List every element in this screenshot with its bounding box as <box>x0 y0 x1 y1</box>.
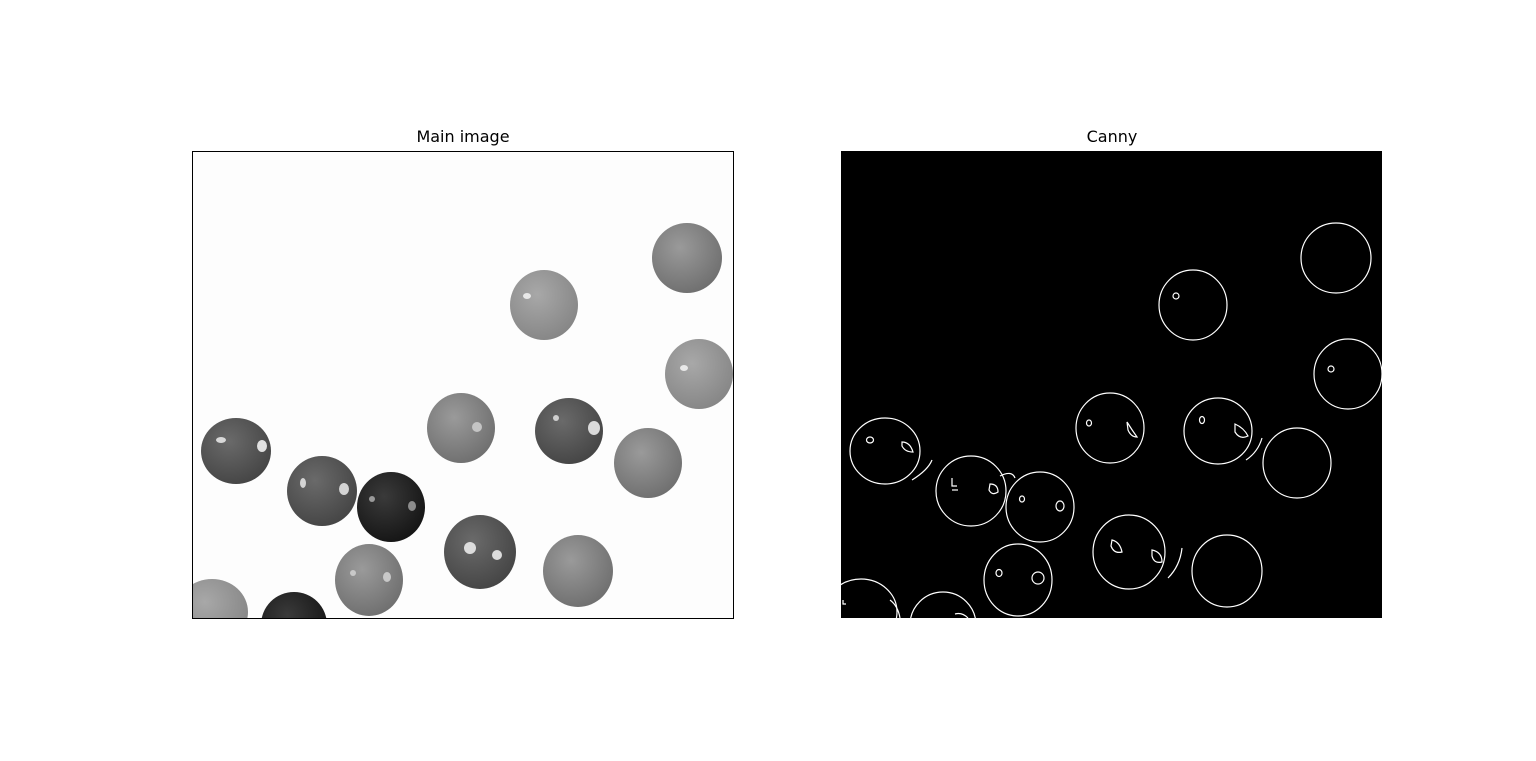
highlight <box>369 496 375 502</box>
highlight <box>339 483 349 495</box>
highlight <box>588 421 600 435</box>
candy-sphere <box>176 579 248 645</box>
highlight <box>300 478 306 488</box>
candy-sphere <box>665 339 733 409</box>
highlight <box>350 570 356 576</box>
highlight <box>553 415 559 421</box>
candy-sphere <box>543 535 613 607</box>
candy-sphere <box>652 223 722 293</box>
candy-sphere <box>614 428 682 498</box>
highlight <box>216 437 226 443</box>
highlight <box>464 542 476 554</box>
candy-sphere <box>510 270 578 340</box>
candy-sphere <box>444 515 516 589</box>
candy-sphere <box>427 393 495 463</box>
main-image-panel <box>176 151 734 658</box>
highlight <box>523 293 531 299</box>
highlight <box>680 365 688 371</box>
highlight <box>257 440 267 452</box>
highlight <box>472 422 482 432</box>
candy-sphere <box>335 544 403 616</box>
highlight <box>492 550 502 560</box>
highlight <box>383 572 391 582</box>
canny-panel <box>825 151 1382 658</box>
highlight <box>408 501 416 511</box>
candy-sphere <box>261 592 327 658</box>
